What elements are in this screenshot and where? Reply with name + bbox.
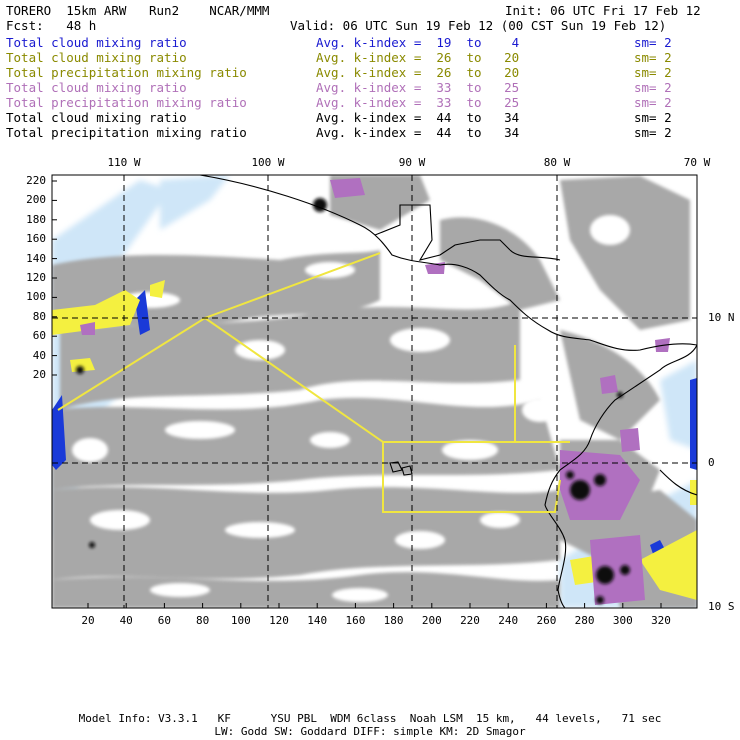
model-info-line2: LW: Godd SW: Goddard DIFF: simple KM: 2D…	[214, 725, 526, 738]
latitude-label: 10 N	[708, 311, 735, 324]
legend-kindex: Avg. k-index = 19 to 4	[316, 35, 520, 50]
y-grid-index: 60	[32, 329, 46, 343]
x-grid-index: 280	[574, 614, 595, 627]
y-grid-index: 40	[32, 348, 46, 362]
x-grid-index: 100	[230, 614, 251, 627]
init-time: Init: 06 UTC Fri 17 Feb 12	[505, 3, 701, 18]
x-grid-index: 200	[421, 614, 442, 627]
x-grid-index: 80	[195, 614, 210, 627]
plot-frame	[51, 174, 698, 609]
x-grid-index: 60	[157, 614, 172, 627]
legend-field: Total cloud mixing ratio	[6, 80, 187, 95]
y-grid-index: 160	[26, 232, 46, 246]
y-grid-index: 180	[26, 212, 46, 226]
x-grid-index: 160	[345, 614, 366, 627]
model-info-line1: Model Info: V3.3.1 KF YSU PBL WDM 6class…	[78, 712, 662, 725]
x-grid-index: 20	[81, 614, 95, 627]
forecast-hour: Fcst: 48 h	[6, 18, 97, 33]
legend-kindex: Avg. k-index = 26 to 20	[316, 50, 520, 65]
latitude-label: 10 S	[708, 600, 735, 613]
x-grid-index: 240	[498, 614, 519, 627]
y-grid-index: 80	[32, 309, 46, 323]
longitude-label: 90 W	[398, 156, 426, 169]
y-grid-index: 20	[32, 368, 46, 381]
x-grid-index: 320	[651, 614, 671, 627]
lat-lon-grid	[52, 175, 697, 608]
longitude-label: 100 W	[251, 156, 285, 169]
axis-tick-marks	[52, 180, 662, 608]
latitude-label: 0	[708, 456, 715, 469]
legend-kindex: Avg. k-index = 33 to 25	[316, 80, 520, 95]
legend-field: Total cloud mixing ratio	[6, 110, 187, 125]
legend-kindex: Avg. k-index = 44 to 34	[316, 110, 520, 125]
x-grid-index: 140	[307, 614, 328, 627]
x-grid-index: 300	[612, 614, 633, 627]
legend-smoothing: sm= 2	[634, 95, 672, 110]
y-grid-index: 140	[26, 251, 46, 265]
legend-smoothing: sm= 2	[634, 35, 672, 50]
legend-smoothing: sm= 2	[634, 50, 672, 65]
longitude-label: 70 W	[683, 156, 711, 169]
legend-smoothing: sm= 2	[634, 110, 672, 125]
x-grid-index: 120	[269, 614, 289, 627]
y-grid-index: 120	[26, 271, 46, 284]
longitude-label: 80 W	[543, 156, 571, 169]
model-title: TORERO 15km ARW Run2 NCAR/MMM	[6, 3, 270, 18]
y-grid-index: 100	[26, 290, 46, 304]
longitude-label: 110 W	[107, 156, 141, 169]
x-grid-index: 220	[460, 614, 480, 627]
legend-field: Total precipitation mixing ratio	[6, 125, 247, 140]
y-grid-index: 200	[26, 193, 46, 207]
legend-field: Total precipitation mixing ratio	[6, 65, 247, 80]
legend-smoothing: sm= 2	[634, 125, 672, 140]
legend-kindex: Avg. k-index = 26 to 20	[316, 65, 520, 80]
x-grid-index: 40	[119, 614, 133, 627]
legend-field: Total precipitation mixing ratio	[6, 95, 247, 110]
legend-field: Total cloud mixing ratio	[6, 50, 187, 65]
valid-time: Valid: 06 UTC Sun 19 Feb 12 (00 CST Sun …	[290, 18, 667, 33]
coastlines	[199, 175, 697, 608]
legend-field: Total cloud mixing ratio	[6, 35, 187, 50]
legend-smoothing: sm= 2	[634, 65, 672, 80]
x-grid-index: 260	[536, 614, 557, 627]
y-grid-index: 220	[26, 174, 46, 187]
legend-smoothing: sm= 2	[634, 80, 672, 95]
legend-kindex: Avg. k-index = 33 to 25	[316, 95, 520, 110]
x-grid-index: 180	[383, 614, 404, 627]
legend-kindex: Avg. k-index = 44 to 34	[316, 125, 520, 140]
